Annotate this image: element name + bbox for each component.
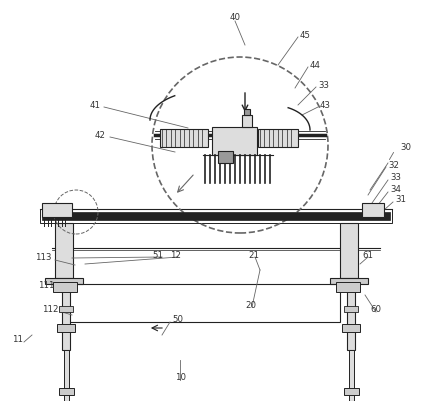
Bar [42,212,390,220]
Text: 20: 20 [245,300,256,310]
Text: 42: 42 [95,130,106,140]
Bar [349,350,354,401]
Bar [59,388,74,395]
Bar [59,306,73,312]
Text: 41: 41 [90,101,101,109]
Text: 32: 32 [388,160,399,170]
Bar [244,109,250,115]
Text: 112: 112 [42,306,58,314]
Text: 40: 40 [229,14,241,22]
Text: 60: 60 [370,306,381,314]
Bar [53,282,77,292]
Bar [40,209,392,223]
Bar [42,203,72,217]
Bar [45,278,83,284]
Text: 30: 30 [400,144,411,152]
Text: 45: 45 [300,30,311,40]
Text: 51: 51 [152,251,163,259]
Bar [362,203,384,217]
Bar [218,151,233,163]
Bar [336,282,360,292]
Bar [64,350,69,401]
Text: 43: 43 [320,101,331,109]
Text: 31: 31 [395,196,406,205]
Bar [63,284,340,322]
Bar [242,115,252,127]
Text: 113: 113 [35,253,51,263]
Bar [160,129,208,147]
Text: 10: 10 [175,373,186,383]
Bar [62,290,70,350]
Text: 12: 12 [170,251,181,259]
Text: 21: 21 [248,251,259,259]
Text: 44: 44 [310,61,321,69]
Text: 50: 50 [172,316,183,324]
Text: 33: 33 [390,174,401,182]
Bar [212,127,257,155]
Bar [330,278,368,284]
Bar [344,388,359,395]
Bar [57,324,75,332]
Text: 11: 11 [12,336,23,344]
Bar [258,129,298,147]
Bar [340,223,358,278]
Bar [342,324,360,332]
Text: 33: 33 [318,81,329,89]
Text: 61: 61 [362,251,373,259]
Text: 34: 34 [390,186,401,194]
Bar [55,223,73,278]
Text: 111: 111 [38,281,54,290]
Bar [344,306,358,312]
Bar [347,290,355,350]
